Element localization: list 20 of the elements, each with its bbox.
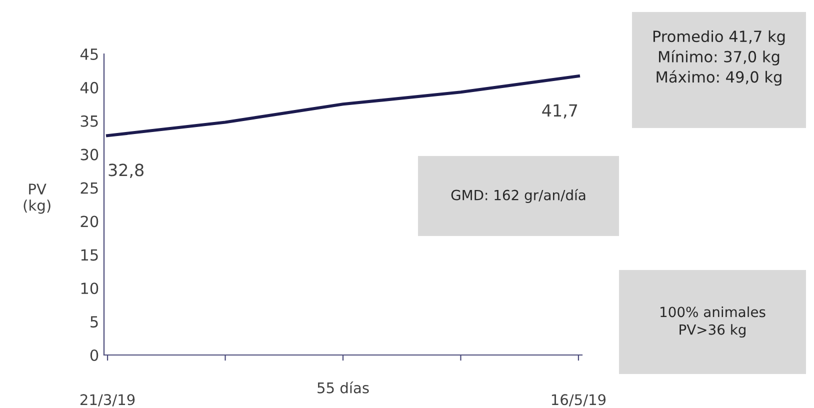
y-axis-title: PV (kg) xyxy=(24,184,50,214)
x-axis-title: 55 días xyxy=(318,382,369,394)
y-tick-label: 25 xyxy=(80,182,98,194)
x-tick-label: 21/3/19 xyxy=(80,394,135,406)
y-tick-label: 40 xyxy=(80,82,98,94)
x-tick-label: 16/5/19 xyxy=(552,394,606,406)
y-tick-label: 20 xyxy=(80,216,98,228)
y-tick-label: 35 xyxy=(80,115,98,127)
annotation: GMD: 162 gr/an/día xyxy=(451,189,586,203)
text: 100% animales PV>36 kg xyxy=(660,306,766,338)
y-tick-label: 45 xyxy=(80,48,98,60)
y-tick-label: 15 xyxy=(81,249,98,261)
y-tick-label: 0 xyxy=(90,349,98,362)
text: Promedio 41,7 kg Mínimo: 37,0 kg Máximo: 49,0 kg xyxy=(653,30,785,86)
y-tick-label: 10 xyxy=(81,282,98,294)
y-tick-label: 30 xyxy=(80,148,98,160)
y-tick-label: 5 xyxy=(90,316,98,328)
data-label: 32,8 xyxy=(108,164,144,178)
line-series xyxy=(106,74,580,138)
data-label: 41,7 xyxy=(542,104,578,118)
